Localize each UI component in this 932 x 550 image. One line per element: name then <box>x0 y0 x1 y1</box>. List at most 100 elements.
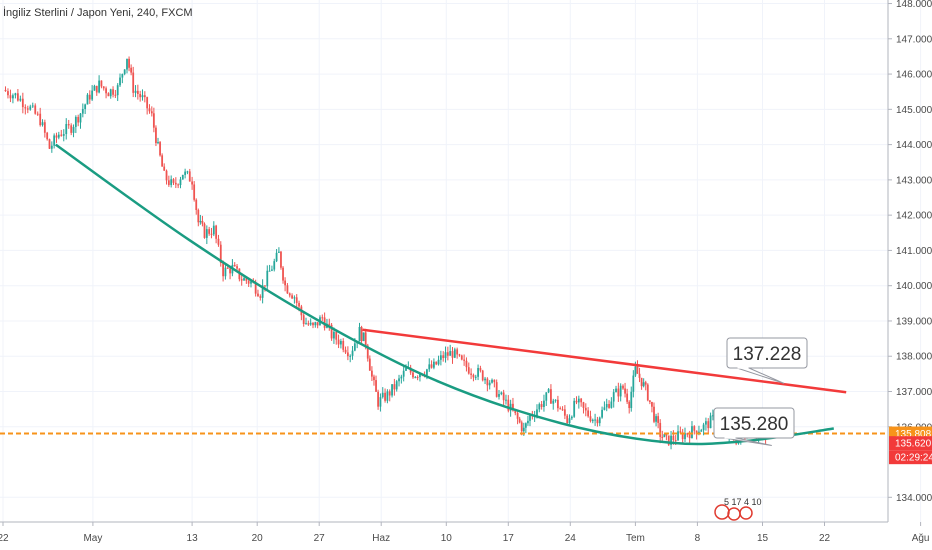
x-tick-label: 10 <box>441 533 453 544</box>
candle-body <box>679 431 682 433</box>
candle-body <box>245 278 248 281</box>
candle-body <box>612 392 615 402</box>
candle-body <box>333 331 335 339</box>
candle-body <box>268 270 271 272</box>
candle-body <box>217 238 220 245</box>
candle-body <box>247 280 250 284</box>
candle-body <box>167 180 170 185</box>
x-tick-label: 17 <box>503 533 515 544</box>
candle-body <box>139 93 142 98</box>
candle-body <box>321 317 324 319</box>
candle-body <box>112 89 114 95</box>
candle-body <box>282 267 284 281</box>
candle-body <box>575 400 578 403</box>
candle-body <box>195 199 198 211</box>
candle-body <box>222 263 224 277</box>
candle-body <box>648 400 651 402</box>
candle-body <box>594 419 596 421</box>
time-axis[interactable]: 22 May 13 20 27 Haz 10 17 24 Tem 8 15 22 Ağu <box>0 522 929 544</box>
candle-body <box>486 378 489 386</box>
candle-body <box>295 297 298 303</box>
candle-body <box>346 352 349 357</box>
candle-body <box>444 352 447 359</box>
candle-body <box>702 424 705 431</box>
candle-body <box>229 268 231 274</box>
candle-body <box>433 361 435 368</box>
candle-body <box>493 379 496 383</box>
candle-body <box>709 415 712 429</box>
candle-body <box>428 364 431 370</box>
candle-body <box>362 332 365 342</box>
candle-body <box>505 399 507 401</box>
candle-body <box>79 113 82 123</box>
candle-body <box>67 124 70 126</box>
candle-body <box>458 354 461 356</box>
candle-body <box>674 440 677 442</box>
candle-body <box>587 410 590 417</box>
candle-body <box>375 380 377 392</box>
candle-body <box>91 90 94 100</box>
candle-body <box>243 278 245 281</box>
candle-body <box>529 415 531 421</box>
candle-body <box>114 94 117 96</box>
candle-body <box>280 251 282 268</box>
candle-body <box>174 182 177 185</box>
candle-body <box>186 171 189 173</box>
candle-body <box>398 378 400 382</box>
candle-body <box>371 370 373 377</box>
candle-body <box>550 389 552 404</box>
candle-body <box>507 399 510 411</box>
candle-body <box>148 108 151 112</box>
candle-body <box>349 355 352 357</box>
candle-body <box>644 382 647 385</box>
candle-body <box>412 372 414 378</box>
candle-body <box>50 145 53 149</box>
callout-135280[interactable]: 135.280 <box>713 407 795 446</box>
y-tick-label: 141.000 <box>896 246 932 257</box>
candle-body <box>130 67 133 73</box>
candle-body <box>426 369 428 376</box>
candle-body <box>686 433 689 435</box>
support-curve[interactable] <box>54 143 834 446</box>
candle-body <box>561 409 564 411</box>
logo-label: 5 17 4 10 <box>724 497 762 507</box>
candle-body <box>328 323 331 325</box>
candle-body <box>134 90 137 93</box>
candle-body <box>53 135 56 146</box>
candle-body <box>665 434 668 436</box>
candle-body <box>584 407 587 411</box>
candle-body <box>16 93 19 101</box>
candle-body <box>254 282 257 294</box>
candle-body <box>414 377 417 379</box>
candle-body <box>24 107 27 109</box>
candle-body <box>516 413 519 419</box>
candle-body <box>603 407 606 410</box>
tradingview-logo[interactable]: 5 17 4 10 <box>714 497 762 521</box>
candle-body <box>672 435 675 441</box>
candle-body <box>712 415 714 417</box>
candle-body <box>559 408 562 410</box>
x-tick-label: 24 <box>565 533 577 544</box>
candle-body <box>288 293 291 296</box>
candle-body <box>700 430 703 432</box>
candle-body <box>170 179 173 185</box>
candle-body <box>615 388 617 393</box>
candle-body <box>474 376 477 378</box>
candle-body <box>261 285 264 298</box>
candle-body <box>155 127 157 144</box>
candle-body <box>340 341 342 345</box>
candle-body <box>670 435 672 445</box>
candle-body <box>77 116 80 123</box>
resistance-trendline[interactable] <box>362 328 847 394</box>
candle-body <box>518 418 521 423</box>
price-axis[interactable]: 148.000 147.000 146.000 145.000 144.000 143.0… <box>888 0 932 504</box>
candle-body <box>705 421 707 425</box>
callout-137228[interactable]: 137.228 <box>726 337 808 384</box>
candle-body <box>691 426 693 439</box>
candle-body <box>275 252 278 262</box>
x-tick-label: 20 <box>252 533 264 544</box>
candle-body <box>29 106 32 110</box>
candle-body <box>663 434 666 438</box>
candle-body <box>72 126 75 133</box>
